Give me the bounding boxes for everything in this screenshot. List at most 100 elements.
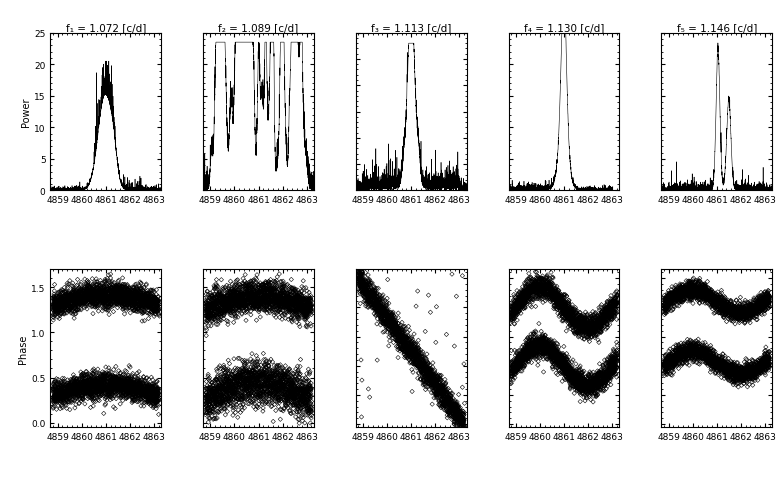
- Point: [740, 314, 753, 322]
- Point: [120, 292, 133, 300]
- Point: [570, 370, 582, 378]
- Point: [48, 379, 61, 386]
- Point: [608, 299, 620, 306]
- Point: [454, 423, 466, 431]
- Point: [582, 379, 594, 387]
- Point: [508, 361, 521, 369]
- Point: [699, 354, 712, 361]
- Point: [130, 284, 143, 292]
- Point: [227, 301, 239, 309]
- Point: [417, 363, 430, 371]
- Point: [737, 370, 750, 377]
- Point: [400, 346, 413, 354]
- Point: [534, 281, 546, 288]
- Point: [144, 395, 157, 402]
- Point: [535, 328, 547, 336]
- Point: [563, 360, 575, 368]
- Point: [535, 343, 548, 350]
- Point: [740, 375, 752, 383]
- Point: [601, 374, 613, 382]
- Point: [545, 340, 557, 348]
- Point: [402, 349, 414, 357]
- Point: [262, 381, 274, 389]
- Point: [695, 288, 707, 296]
- Point: [214, 295, 227, 303]
- Point: [749, 374, 761, 382]
- Point: [571, 307, 584, 315]
- Point: [356, 280, 369, 288]
- Point: [118, 389, 130, 397]
- Point: [590, 374, 602, 382]
- Point: [606, 304, 618, 312]
- Point: [565, 372, 577, 380]
- Point: [550, 359, 563, 367]
- Point: [108, 384, 120, 391]
- Point: [607, 362, 619, 370]
- Point: [740, 310, 753, 317]
- Point: [250, 372, 262, 380]
- Point: [151, 299, 164, 306]
- Point: [689, 355, 702, 363]
- Point: [78, 375, 90, 383]
- Point: [222, 299, 234, 306]
- Point: [715, 303, 727, 311]
- Point: [514, 352, 527, 360]
- Point: [292, 367, 304, 375]
- Point: [78, 381, 91, 388]
- Point: [586, 375, 598, 383]
- Point: [525, 288, 537, 295]
- Point: [710, 364, 722, 372]
- Point: [213, 312, 226, 320]
- Point: [763, 296, 775, 304]
- Point: [535, 292, 548, 300]
- Point: [562, 311, 574, 318]
- Point: [227, 407, 239, 414]
- Point: [51, 297, 64, 305]
- Point: [551, 356, 563, 364]
- Point: [395, 344, 407, 351]
- Point: [426, 375, 438, 383]
- Point: [294, 311, 307, 319]
- Point: [406, 344, 418, 351]
- Point: [683, 352, 695, 360]
- Point: [74, 296, 86, 303]
- Point: [453, 428, 466, 436]
- Point: [99, 285, 111, 292]
- Point: [389, 332, 401, 339]
- Point: [87, 288, 99, 296]
- Point: [666, 290, 678, 298]
- Point: [563, 313, 576, 321]
- Point: [68, 298, 80, 306]
- Point: [743, 366, 755, 373]
- Point: [726, 361, 739, 369]
- Point: [521, 276, 534, 283]
- Point: [138, 388, 151, 396]
- Point: [283, 388, 296, 396]
- Point: [104, 300, 116, 308]
- Point: [698, 353, 711, 361]
- Point: [441, 395, 453, 402]
- Point: [83, 292, 95, 300]
- Point: [510, 310, 522, 318]
- Point: [54, 400, 66, 408]
- Point: [238, 361, 251, 369]
- Point: [418, 354, 431, 361]
- Point: [279, 372, 291, 379]
- Point: [724, 374, 736, 382]
- Point: [517, 292, 529, 300]
- Point: [84, 288, 96, 295]
- Point: [229, 390, 241, 398]
- Point: [672, 287, 684, 295]
- Point: [212, 291, 224, 299]
- Point: [705, 359, 718, 366]
- Point: [118, 301, 130, 309]
- Point: [560, 307, 573, 315]
- Point: [152, 391, 165, 398]
- Point: [257, 368, 269, 375]
- Point: [241, 376, 254, 384]
- Point: [245, 301, 258, 309]
- Point: [559, 303, 572, 311]
- Point: [736, 307, 748, 315]
- Point: [256, 283, 268, 291]
- Point: [715, 306, 728, 313]
